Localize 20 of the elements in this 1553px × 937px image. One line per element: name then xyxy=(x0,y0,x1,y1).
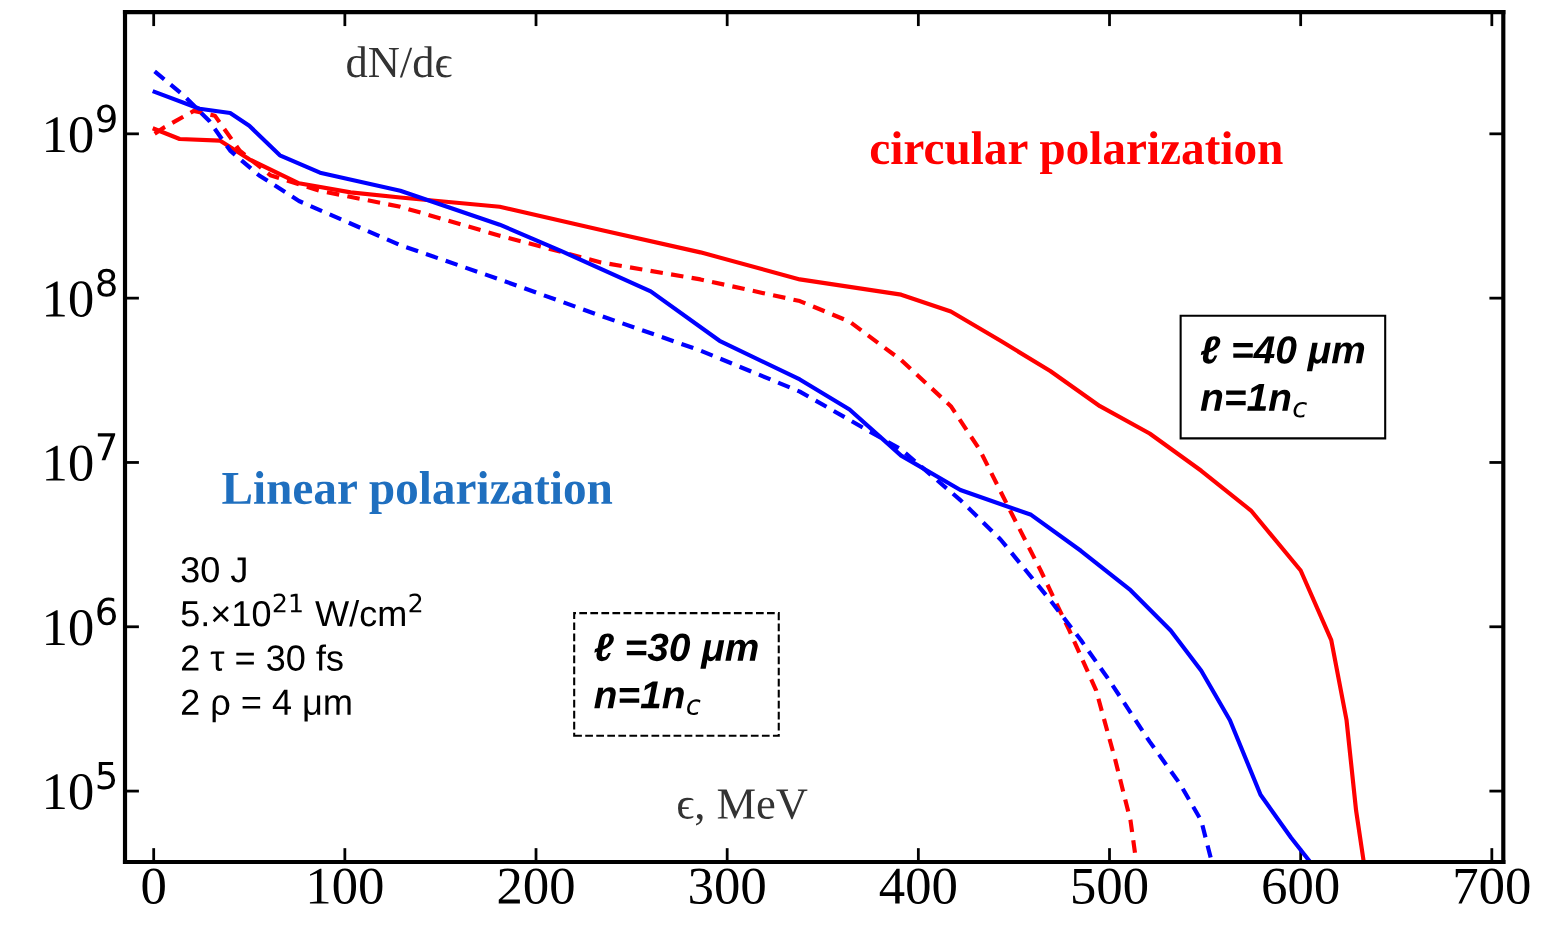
x-tick-label: 300 xyxy=(690,868,765,905)
annotation: circular polarization xyxy=(870,131,1283,174)
annotation: ℓ =40 μm n=1n$_{c}$ xyxy=(1200,336,1365,418)
y-tick-label: 10$^{5}$ xyxy=(46,761,116,810)
y-tick-label: 10$^{7}$ xyxy=(46,433,116,482)
x-tick-label: 600 xyxy=(1263,868,1339,905)
x-tick-label: 500 xyxy=(1072,868,1148,905)
x-tick-label: 200 xyxy=(498,868,574,905)
y-axis-title: dN/dϵ xyxy=(347,46,452,78)
y-tick-label: 10$^{8}$ xyxy=(46,268,116,317)
y-tick-label: 10$^{9}$ xyxy=(46,104,116,153)
text: 30 J 5.×10$^{21}$ W/cm$^{2}$ 2 τ = 30 fs 2 ρ = 4 μm xyxy=(181,557,422,723)
y-tick-label: 10$^{6}$ xyxy=(46,597,116,646)
annotation: Linear polarization xyxy=(222,471,613,514)
x-tick-label: 100 xyxy=(309,868,383,905)
x-tick-label: 700 xyxy=(1455,868,1530,905)
x-tick-label: 400 xyxy=(879,868,956,905)
annotation: ℓ =30 μm n=1n$_{c}$ xyxy=(594,633,758,715)
x-axis-title: ϵ, MeV xyxy=(678,789,808,826)
x-tick-label: 0 xyxy=(142,868,165,905)
